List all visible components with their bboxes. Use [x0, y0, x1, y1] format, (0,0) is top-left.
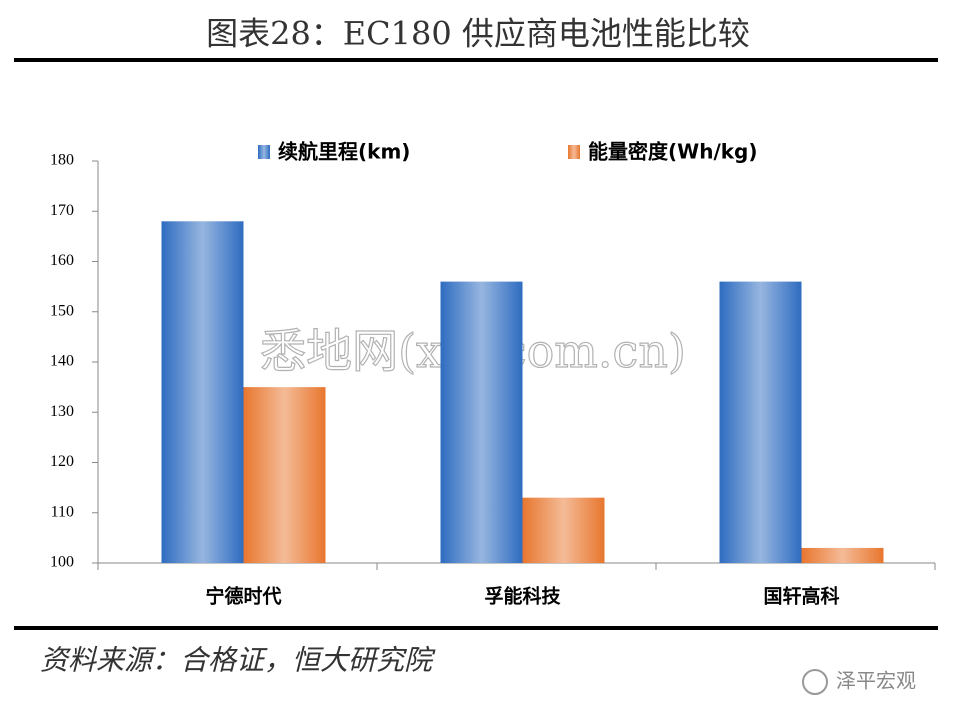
bar: [440, 281, 523, 563]
y-tick-label: 150: [50, 302, 74, 319]
bar: [161, 221, 244, 564]
y-tick-label: 170: [50, 202, 74, 219]
chart-title: 图表28：EC180 供应商电池性能比较: [206, 15, 750, 53]
y-tick-label: 140: [50, 353, 74, 370]
x-tick-label: 宁德时代: [205, 585, 281, 608]
x-tick-label: 孚能科技: [484, 585, 561, 608]
bar: [522, 497, 605, 563]
bar: [801, 547, 884, 563]
y-tick-label: 110: [51, 503, 74, 520]
y-tick-label: 180: [50, 152, 74, 169]
y-tick-label: 130: [50, 403, 74, 420]
bar: [243, 387, 326, 563]
legend-label: 续航里程(km): [278, 140, 410, 164]
logo-icon: [802, 669, 828, 695]
y-tick-label: 100: [50, 554, 74, 571]
top-rule: [14, 58, 938, 62]
x-tick-label: 国轩高科: [763, 585, 839, 608]
y-tick-label: 160: [50, 252, 74, 269]
source-note: 资料来源：合格证，恒大研究院: [40, 644, 436, 677]
bar: [719, 281, 802, 563]
y-tick-label: 120: [50, 453, 74, 470]
bottom-rule: [14, 626, 938, 630]
legend-label: 能量密度(Wh/kg): [588, 140, 758, 164]
legend-swatch: [568, 145, 580, 159]
legend-swatch: [258, 145, 270, 159]
logo-text: 泽平宏观: [836, 669, 916, 693]
